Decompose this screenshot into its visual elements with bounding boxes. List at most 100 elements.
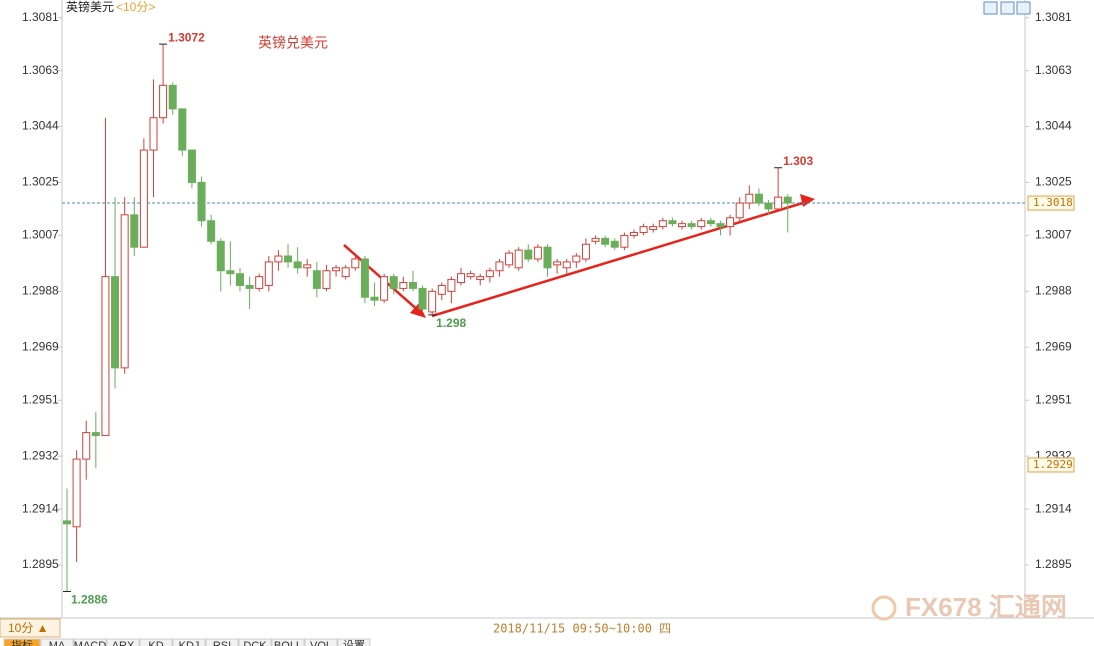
candle-body (533, 246, 542, 260)
tab-label[interactable]: DCK (243, 640, 267, 646)
icon[interactable] (1000, 1, 1015, 15)
icon[interactable] (983, 1, 998, 15)
icon[interactable] (1016, 1, 1031, 15)
tab-label[interactable]: KDJ (179, 640, 200, 646)
candle-body (207, 220, 216, 242)
candle-body (303, 264, 312, 269)
y-tick-label: 1.2895 (22, 557, 59, 571)
candle-body (447, 279, 456, 292)
annotation: 英镑兑美元 (258, 35, 328, 51)
candle-body (82, 432, 91, 460)
y-tick-label-right: 1.2969 (1035, 339, 1072, 353)
high-label: 1.303 (783, 154, 813, 168)
period-tab[interactable] (0, 618, 61, 638)
candle-body (620, 234, 629, 248)
tab-label[interactable]: 设置 (343, 639, 365, 646)
candle-body (774, 196, 783, 210)
candle-body (380, 276, 389, 301)
candle-body (197, 181, 206, 222)
tab[interactable] (106, 638, 140, 646)
candle-body (370, 296, 379, 301)
candle-body (187, 149, 196, 183)
candle-body (178, 108, 187, 151)
candle-body (687, 223, 696, 228)
candle-body (360, 258, 369, 298)
tab[interactable] (271, 638, 305, 646)
tab[interactable] (205, 638, 239, 646)
y-tick-label-right: 1.2951 (1035, 392, 1072, 406)
candle-body (562, 261, 571, 269)
candle-body (399, 282, 408, 289)
candle-body (572, 255, 581, 263)
arrow-head (800, 194, 815, 207)
candle-body (514, 249, 523, 269)
tab-label[interactable]: RSI (213, 640, 231, 646)
arrow-head (410, 303, 426, 318)
y-tick-label-right: 1.3025 (1035, 175, 1072, 189)
tab-label[interactable]: VOL (310, 640, 332, 646)
candle-body (495, 261, 504, 272)
candle-body (591, 237, 600, 242)
candle-body (139, 149, 148, 248)
candle-body (697, 220, 706, 228)
tab[interactable] (73, 638, 107, 646)
candle-body (322, 270, 331, 289)
candle-body (658, 220, 667, 228)
ref-price-box (1027, 457, 1075, 473)
tab[interactable] (139, 638, 173, 646)
candle-body (245, 284, 254, 289)
y-tick-label-right: 1.3063 (1035, 63, 1072, 77)
candle-body (610, 240, 619, 248)
candle-body (639, 226, 648, 233)
candle-body (312, 270, 321, 289)
tab[interactable] (238, 638, 272, 646)
y-tick-label: 1.2932 (22, 448, 59, 462)
tab[interactable] (3, 638, 41, 646)
candle-body (264, 261, 273, 286)
tab-label[interactable]: ARX (112, 640, 135, 646)
tab[interactable] (337, 638, 371, 646)
y-tick-label: 1.2969 (22, 339, 59, 353)
y-tick-label-right: 1.3007 (1035, 228, 1072, 242)
tab-label[interactable]: KD (148, 640, 163, 646)
candle-body (629, 231, 638, 236)
candle-body (764, 202, 773, 210)
candle-body (524, 249, 533, 260)
ref-price-label: 1.2929 (1033, 458, 1073, 471)
candle-body (216, 240, 225, 272)
high-label: 1.3072 (168, 30, 205, 44)
tab[interactable] (172, 638, 206, 646)
candle-body (149, 117, 158, 151)
candle-body (581, 243, 590, 260)
tab[interactable] (40, 638, 74, 646)
candle-body (235, 273, 244, 286)
candle-body (226, 270, 235, 275)
arrow (431, 200, 807, 318)
candle-body (457, 273, 466, 284)
tab-label[interactable]: 指标 (11, 638, 33, 646)
tab-label[interactable]: MACD (74, 640, 106, 646)
candle-body (428, 290, 437, 313)
candle-body (553, 261, 562, 266)
period-tab-label[interactable]: 10分 ▲ (8, 621, 49, 635)
tab-label[interactable]: BOLL (274, 640, 302, 646)
y-tick-label-right: 1.2895 (1035, 557, 1072, 571)
candle-body (72, 458, 81, 528)
y-tick-label-right: 1.3044 (1035, 119, 1072, 133)
candle-body (754, 193, 763, 204)
candle-body (408, 282, 417, 289)
candle-body (341, 267, 350, 278)
candle-body (274, 255, 283, 263)
candle-body (101, 276, 110, 437)
y-tick-label: 1.3007 (22, 228, 59, 242)
y-tick-label: 1.2914 (22, 501, 59, 515)
candle-body (168, 84, 177, 110)
tab-label[interactable]: MA (49, 640, 66, 646)
candle-body (706, 220, 715, 225)
watermark-logo (871, 595, 897, 621)
y-tick-label-right: 1.3081 (1035, 10, 1072, 24)
tab[interactable] (304, 638, 338, 646)
